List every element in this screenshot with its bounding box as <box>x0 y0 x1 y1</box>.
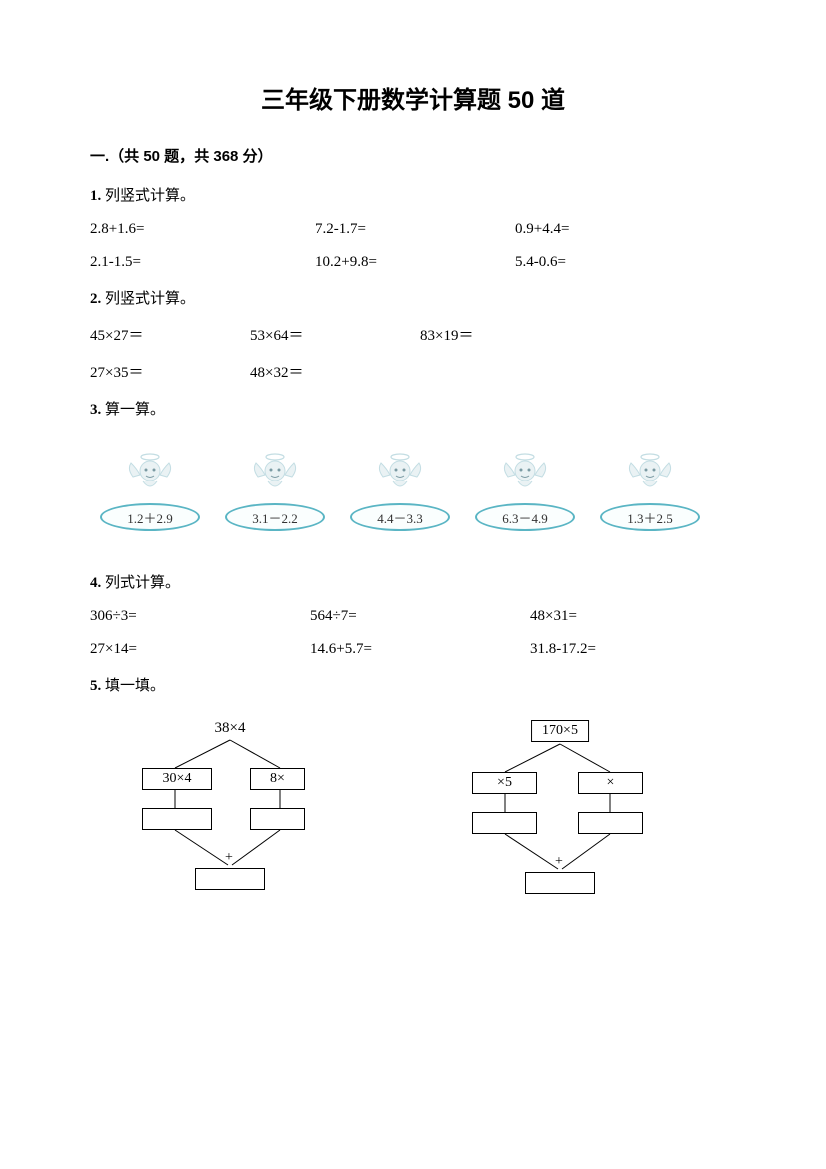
bubble-item: 4.4－3.3 <box>350 449 450 531</box>
q1-row2: 2.1-1.5= 10.2+9.8= 5.4-0.6= <box>90 254 736 271</box>
q3-text: 算一算。 <box>105 402 165 418</box>
q2-num: 2. <box>90 291 101 307</box>
q5-text: 填一填。 <box>105 678 165 694</box>
eq-cell: 5.4-0.6= <box>515 254 695 271</box>
q3-label: 3. 算一算。 <box>90 398 736 419</box>
q3-num: 3. <box>90 402 101 418</box>
angel-icon <box>375 449 425 499</box>
q1-text: 列竖式计算。 <box>105 188 195 204</box>
plus-icon: + <box>555 854 563 870</box>
q1-label: 1. 列竖式计算。 <box>90 184 736 205</box>
bubble-row: 1.2＋2.9 3.1－2.2 4.4－3.3 <box>90 449 736 531</box>
plus-icon: + <box>225 850 233 866</box>
bubble-item: 3.1－2.2 <box>225 449 325 531</box>
bubble-oval: 1.3＋2.5 <box>600 503 700 531</box>
eq-cell: 31.8-17.2= <box>530 641 596 658</box>
angel-icon <box>625 449 675 499</box>
angel-icon <box>250 449 300 499</box>
q2-row2: 27×35＝ 48×32＝ <box>90 361 736 382</box>
q1-row1: 2.8+1.6= 7.2-1.7= 0.9+4.4= <box>90 221 736 238</box>
section-header: 一.（共 50 题，共 368 分） <box>90 145 736 166</box>
bubble-item: 1.3＋2.5 <box>600 449 700 531</box>
tree2-right-box: × <box>578 772 643 794</box>
tree-row: 38×4 30×4 8× + 170×5 ×5 × + <box>90 720 736 910</box>
q4-text: 列式计算。 <box>105 575 180 591</box>
tree1-top: 38×4 <box>215 720 246 737</box>
angel-icon <box>500 449 550 499</box>
tree2-empty-right <box>578 812 643 834</box>
eq-cell: 48×31= <box>530 608 577 625</box>
eq-cell: 83×19＝ <box>420 324 580 345</box>
eq-cell: 7.2-1.7= <box>315 221 515 238</box>
q4-num: 4. <box>90 575 101 591</box>
eq-cell: 2.8+1.6= <box>90 221 315 238</box>
q5-num: 5. <box>90 678 101 694</box>
bubble-oval: 6.3－4.9 <box>475 503 575 531</box>
q2-row1: 45×27＝ 53×64＝ 83×19＝ <box>90 324 736 345</box>
tree2-empty-left <box>472 812 537 834</box>
tree1-empty-left <box>142 808 212 830</box>
eq-cell: 45×27＝ <box>90 324 250 345</box>
tree2-top: 170×5 <box>531 720 589 742</box>
q4-row1: 306÷3= 564÷7= 48×31= <box>90 608 736 625</box>
eq-cell: 14.6+5.7= <box>310 641 530 658</box>
tree1-left-box: 30×4 <box>142 768 212 790</box>
q4-row2: 27×14= 14.6+5.7= 31.8-17.2= <box>90 641 736 658</box>
tree2-result-box <box>525 872 595 894</box>
angel-icon <box>125 449 175 499</box>
q5-label: 5. 填一填。 <box>90 674 736 695</box>
eq-cell: 0.9+4.4= <box>515 221 695 238</box>
q4-label: 4. 列式计算。 <box>90 571 736 592</box>
bubble-item: 1.2＋2.9 <box>100 449 200 531</box>
tree1-empty-right <box>250 808 305 830</box>
tree-diagram-2: 170×5 ×5 × + <box>450 720 670 910</box>
eq-cell: 564÷7= <box>310 608 530 625</box>
page-title: 三年级下册数学计算题 50 道 <box>90 80 736 115</box>
eq-cell: 53×64＝ <box>250 324 420 345</box>
tree2-left-box: ×5 <box>472 772 537 794</box>
q2-text: 列竖式计算。 <box>105 291 195 307</box>
eq-cell: 27×35＝ <box>90 361 250 382</box>
eq-cell: 306÷3= <box>90 608 310 625</box>
eq-cell: 2.1-1.5= <box>90 254 315 271</box>
bubble-oval: 4.4－3.3 <box>350 503 450 531</box>
eq-cell: 27×14= <box>90 641 310 658</box>
bubble-item: 6.3－4.9 <box>475 449 575 531</box>
eq-cell: 10.2+9.8= <box>315 254 515 271</box>
tree1-right-box: 8× <box>250 768 305 790</box>
tree1-result-box <box>195 868 265 890</box>
bubble-oval: 1.2＋2.9 <box>100 503 200 531</box>
tree-diagram-1: 38×4 30×4 8× + <box>120 720 340 910</box>
q1-num: 1. <box>90 188 101 204</box>
eq-cell: 48×32＝ <box>250 361 420 382</box>
bubble-oval: 3.1－2.2 <box>225 503 325 531</box>
q2-label: 2. 列竖式计算。 <box>90 287 736 308</box>
